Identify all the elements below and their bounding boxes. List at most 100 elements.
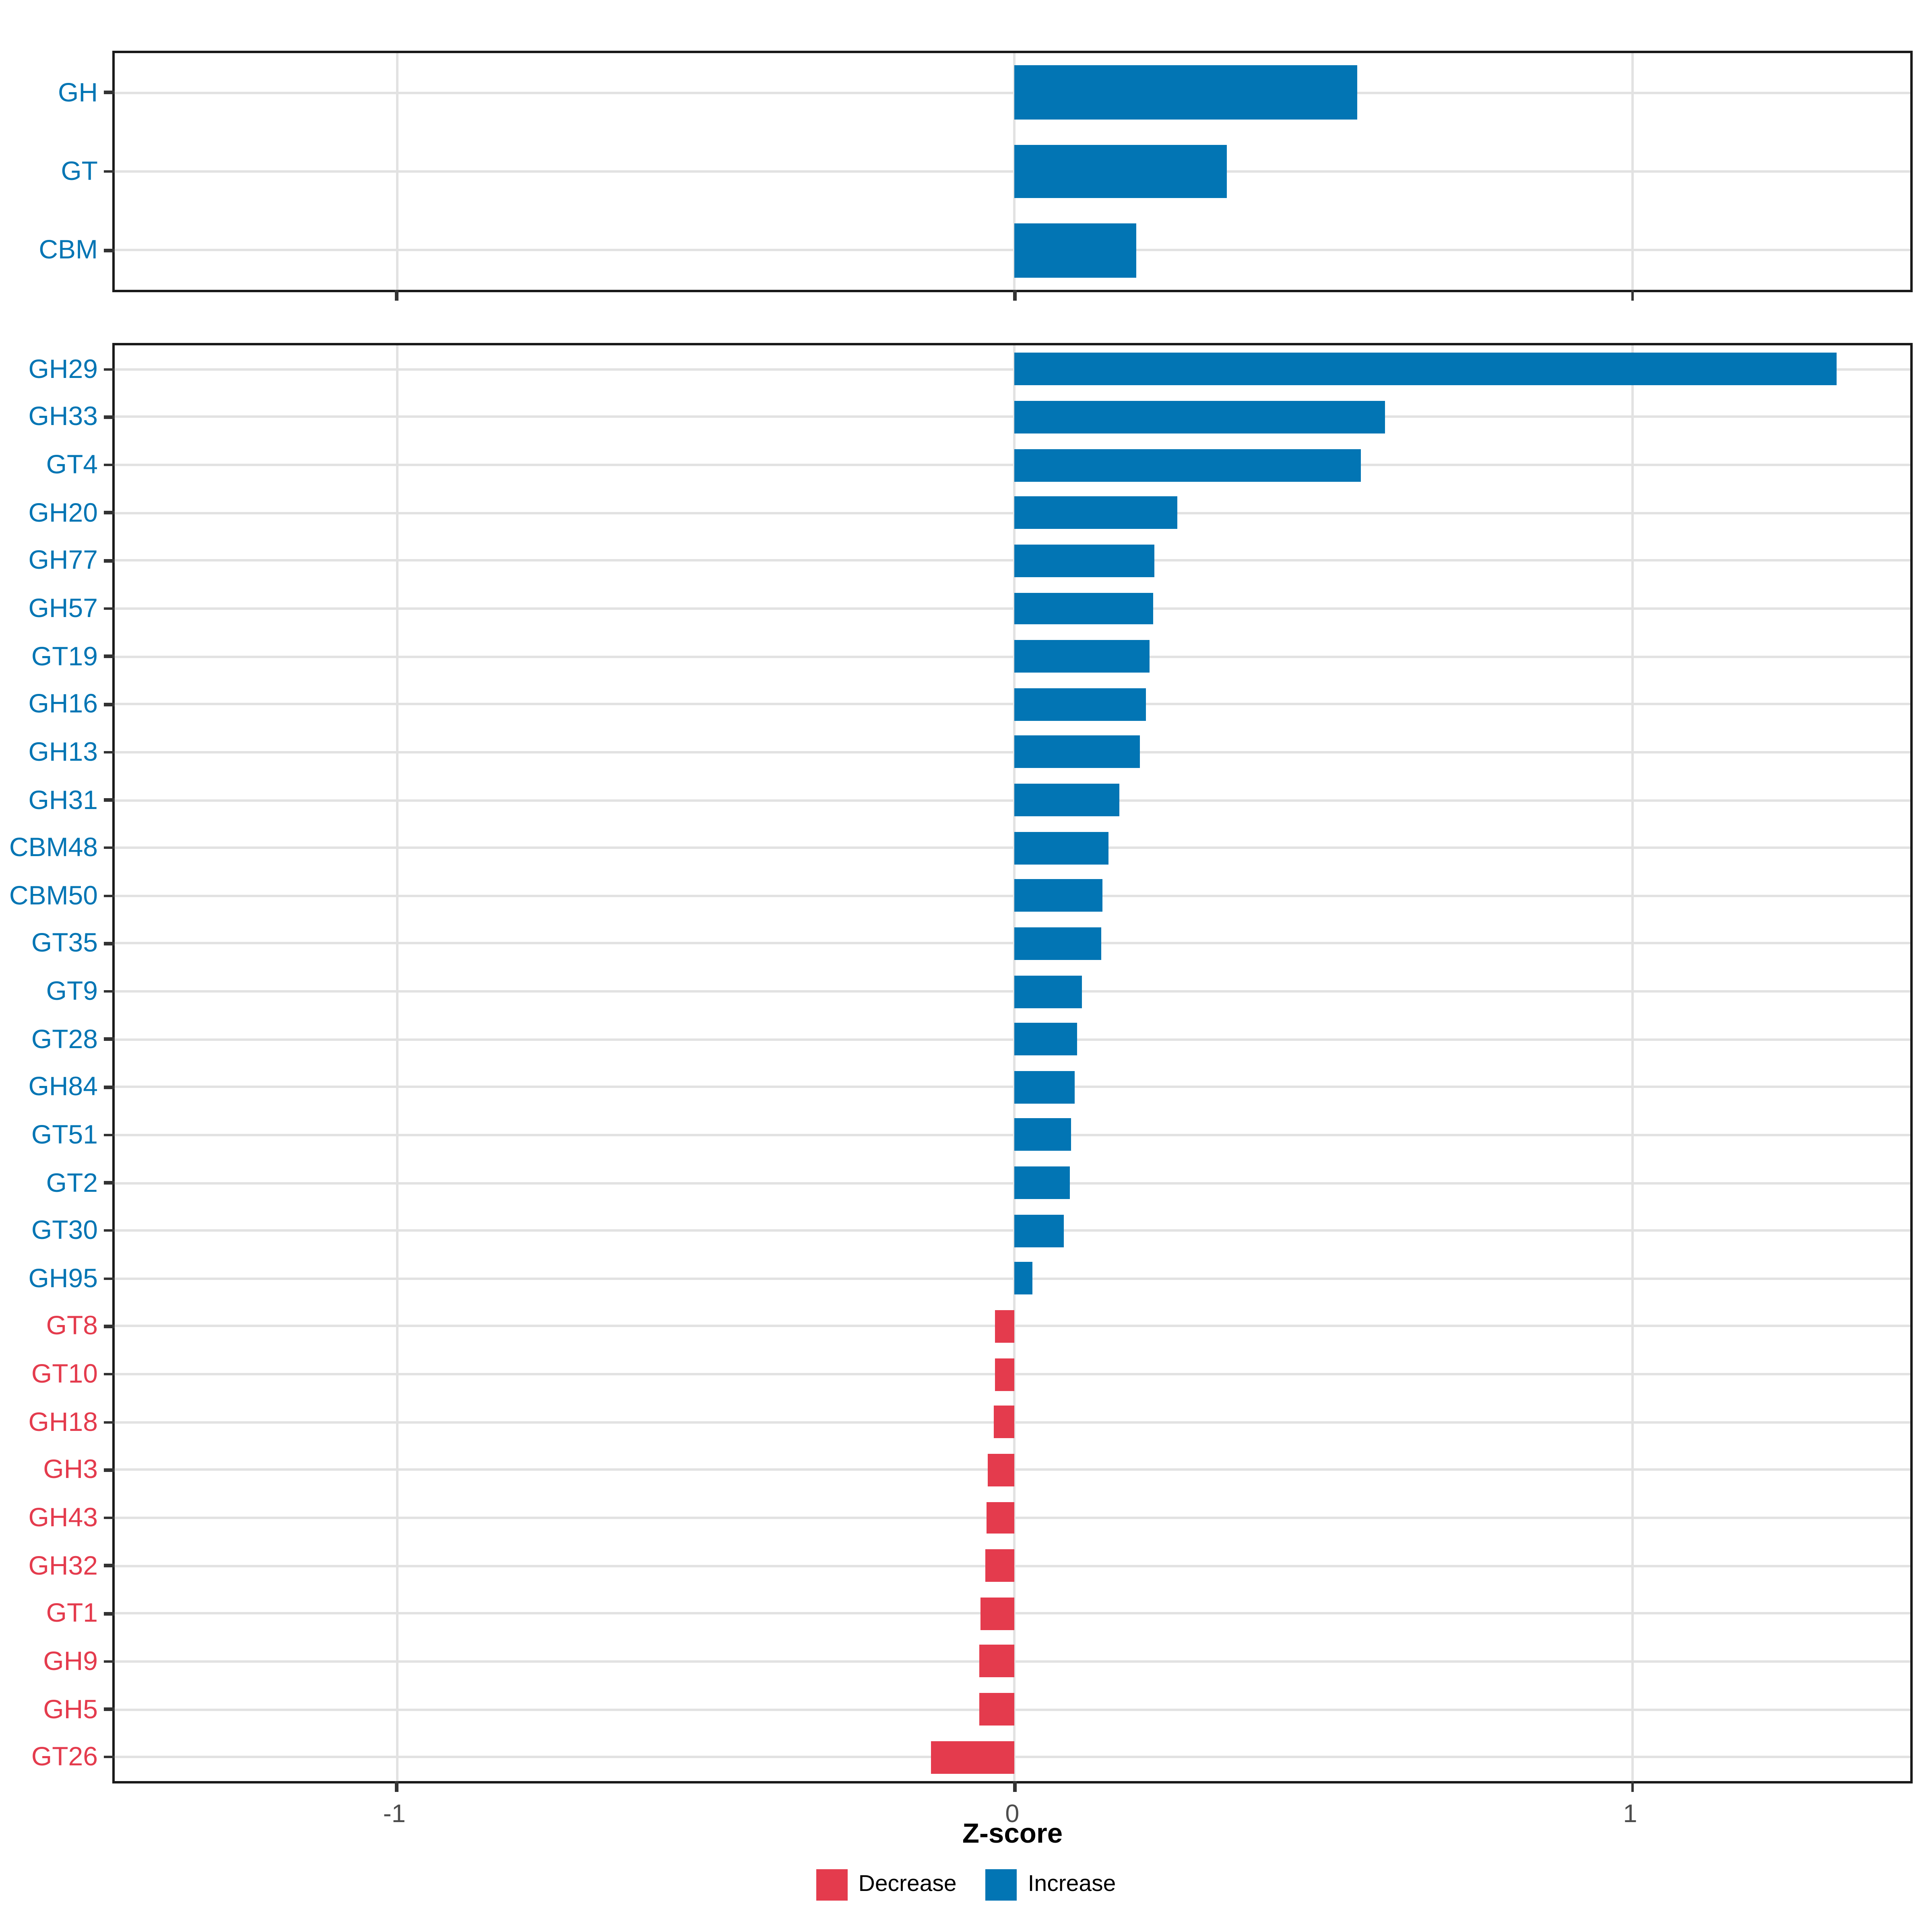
h-gridline-GT28 [115,1038,1910,1041]
bar-GT4 [1014,448,1361,481]
bar-GT30 [1014,1214,1064,1247]
bar-GH33 [1014,400,1385,433]
bar-GH3 [987,1453,1015,1486]
bar-GT2 [1014,1166,1070,1199]
v-gridline--1 [395,345,398,1781]
y-label-GH57: GH57 [28,592,98,623]
x-tick-mark-0 [1013,1781,1016,1792]
x-tick-mark-1 [1631,1781,1634,1792]
y-tick-mark-GT1 [104,1612,115,1615]
y-label-GT1: GT1 [46,1598,98,1628]
y-label-GT19: GT19 [31,640,98,671]
bar-GT51 [1014,1119,1072,1152]
h-gridline-CBM [115,249,1910,252]
y-tick-mark-GH29 [104,367,115,371]
x-tick-label--1: -1 [383,1800,406,1828]
y-label-GH18: GH18 [28,1406,98,1437]
h-gridline-GT51 [115,1133,1910,1136]
y-tick-mark-GH9 [104,1660,115,1663]
y-tick-mark-GH [104,91,115,94]
x-tick-mark-1 [1631,290,1634,301]
y-tick-mark-GH43 [104,1516,115,1519]
bar-GT9 [1014,975,1082,1008]
panel-cazyme-families: GH29 GH33 GT4 GH20 GH77 GH57 GT19 GH16 GH13 GH31 C… [9,343,1913,1792]
h-gridline-GT19 [115,655,1910,658]
bar-GH57 [1014,592,1154,625]
y-tick-mark-GT35 [104,942,115,945]
y-tick-mark-GH16 [104,703,115,706]
y-tick-mark-GT51 [104,1133,115,1137]
y-tick-mark-GH5 [104,1707,115,1711]
y-tick-mark-GH20 [104,511,115,514]
y-tick-mark-GH13 [104,750,115,754]
y-tick-mark-GH84 [104,1086,115,1089]
bar-GH43 [986,1501,1015,1534]
bar-GH31 [1014,784,1120,816]
y-tick-mark-CBM50 [104,894,115,898]
y-tick-mark-GT19 [104,655,115,658]
y-tick-mark-GT26 [104,1755,115,1759]
bar-GH29 [1014,353,1837,386]
y-label-GH95: GH95 [28,1263,98,1293]
h-gridline-GT35 [115,942,1910,945]
bar-GT26 [931,1741,1015,1773]
bar-GT [1014,144,1227,198]
y-tick-mark-GT4 [104,463,115,466]
bar-GT35 [1014,927,1101,960]
bar-GH18 [994,1406,1015,1439]
legend-label-increase: Increase [1028,1872,1116,1897]
y-label-GH: GH [58,76,98,107]
bar-GH13 [1014,736,1140,769]
y-tick-mark-GT9 [104,990,115,993]
y-label-GT2: GT2 [46,1167,98,1197]
y-tick-mark-GH33 [104,415,115,419]
y-label-GT28: GT28 [31,1024,98,1054]
bar-GT19 [1014,640,1150,673]
y-label-GH3: GH3 [43,1454,98,1485]
y-label-GH77: GH77 [28,545,98,576]
x-tick-label-0: 0 [1005,1800,1020,1828]
y-label-GH33: GH33 [28,401,98,432]
h-gridline-GH16 [115,703,1910,706]
y-label-GH20: GH20 [28,497,98,528]
y-label-GT8: GT8 [46,1311,98,1341]
h-gridline-GT30 [115,1229,1910,1232]
y-tick-mark-GT2 [104,1181,115,1185]
x-tick-mark-0 [1013,290,1016,301]
y-label-GT51: GT51 [31,1119,98,1150]
legend-entry-increase: Increase [985,1869,1116,1901]
h-gridline-GH84 [115,1086,1910,1088]
h-gridline-GT2 [115,1181,1910,1184]
h-gridline-GT [115,170,1910,173]
h-gridline-GH57 [115,607,1910,610]
bar-GH [1014,66,1358,120]
panel-cazyme-classes: GH GT CBM [39,51,1913,301]
bar-GH20 [1014,496,1177,529]
y-label-GT35: GT35 [31,928,98,958]
bar-GH84 [1014,1071,1075,1104]
x-tick-mark--1 [395,1781,398,1792]
v-gridline-0 [1013,345,1016,1781]
y-label-GH5: GH5 [43,1693,98,1724]
bar-GT28 [1014,1023,1077,1056]
y-label-GH84: GH84 [28,1071,98,1102]
bar-CBM48 [1014,832,1109,864]
h-gridline-GT4 [115,464,1910,466]
bar-CBM50 [1014,879,1103,912]
h-gridline-GH77 [115,559,1910,562]
y-tick-mark-GH31 [104,798,115,802]
y-tick-mark-GH18 [104,1420,115,1424]
h-gridline-GH29 [115,368,1910,371]
y-label-CBM50: CBM50 [9,880,98,910]
bar-CBM [1014,223,1136,277]
bar-GT1 [980,1597,1015,1630]
bar-GH9 [979,1645,1015,1678]
decrease-swatch-icon [816,1869,848,1901]
y-tick-mark-GH3 [104,1468,115,1472]
x-axis-title: Z-score [962,1817,1063,1849]
y-label-GT4: GT4 [46,449,98,480]
y-tick-mark-GH95 [104,1277,115,1280]
v-gridline-1 [1631,345,1634,1781]
y-label-GT26: GT26 [31,1741,98,1772]
